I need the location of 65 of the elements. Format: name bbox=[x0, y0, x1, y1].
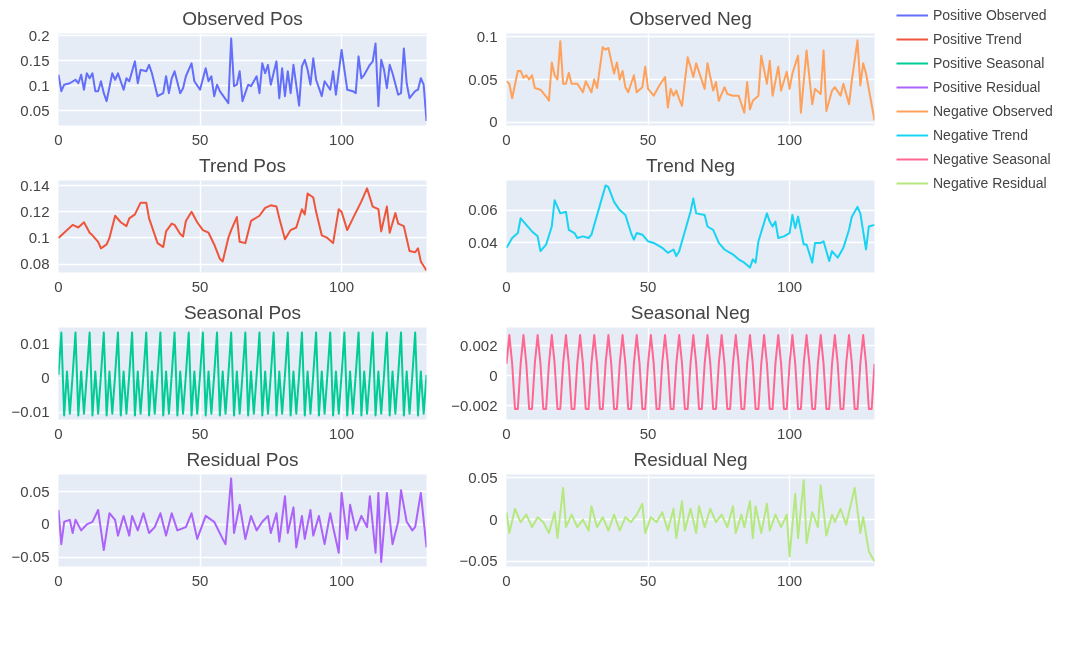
legend-label: Negative Observed bbox=[933, 102, 1053, 121]
x-tick-label: 100 bbox=[329, 130, 355, 148]
x-tick-label: 100 bbox=[329, 277, 355, 295]
y-tick-label: 0.01 bbox=[20, 335, 50, 353]
y-tick-label: 0 bbox=[489, 510, 498, 528]
x-tick-label: 100 bbox=[329, 424, 355, 442]
x-tick-label: 0 bbox=[54, 130, 63, 148]
y-tick-label: 0 bbox=[489, 113, 498, 131]
y-tick-label: 0.08 bbox=[20, 255, 50, 273]
y-tick-label: −0.002 bbox=[451, 396, 498, 414]
y-tick-label: −0.01 bbox=[11, 403, 50, 421]
y-tick-label: 0.06 bbox=[468, 201, 498, 219]
x-tick-label: 0 bbox=[502, 571, 511, 589]
x-tick-label: 50 bbox=[639, 130, 657, 148]
y-tick-label: 0.002 bbox=[459, 336, 498, 354]
x-tick-label: 50 bbox=[639, 277, 657, 295]
x-tick-label: 0 bbox=[502, 277, 511, 295]
legend-label: Positive Seasonal bbox=[933, 54, 1045, 73]
y-tick-label: −0.05 bbox=[459, 552, 498, 570]
legend-label: Positive Trend bbox=[933, 30, 1022, 49]
x-tick-label: 100 bbox=[777, 571, 803, 589]
x-tick-label: 50 bbox=[191, 130, 209, 148]
legend-label: Negative Residual bbox=[933, 174, 1047, 193]
x-tick-label: 0 bbox=[54, 571, 63, 589]
y-tick-label: 0 bbox=[41, 369, 50, 387]
y-tick-label: 0.05 bbox=[468, 70, 498, 88]
y-tick-label: 0.1 bbox=[28, 228, 50, 246]
x-tick-label: 0 bbox=[502, 130, 511, 148]
y-tick-label: 0.1 bbox=[476, 27, 498, 45]
y-tick-label: 0 bbox=[41, 515, 50, 533]
legend-label: Negative Seasonal bbox=[933, 150, 1051, 169]
x-tick-label: 50 bbox=[191, 277, 209, 295]
y-tick-label: 0 bbox=[489, 366, 498, 384]
x-tick-label: 0 bbox=[502, 424, 511, 442]
y-tick-label: 0.1 bbox=[28, 76, 50, 94]
y-tick-label: 0.04 bbox=[468, 233, 498, 251]
chart-title: Trend Neg bbox=[645, 154, 736, 176]
chart-title: Observed Pos bbox=[182, 7, 303, 29]
x-tick-label: 50 bbox=[191, 571, 209, 589]
y-tick-label: 0.15 bbox=[20, 51, 50, 69]
x-tick-label: 50 bbox=[191, 424, 209, 442]
x-tick-label: 100 bbox=[777, 424, 803, 442]
y-tick-label: −0.05 bbox=[11, 548, 50, 566]
chart-title: Seasonal Neg bbox=[630, 301, 751, 323]
y-tick-label: 0.14 bbox=[20, 176, 50, 194]
y-tick-label: 0.12 bbox=[20, 202, 50, 220]
x-tick-label: 50 bbox=[639, 424, 657, 442]
x-tick-label: 50 bbox=[639, 571, 657, 589]
chart-title: Residual Neg bbox=[633, 448, 748, 470]
chart-title: Seasonal Pos bbox=[183, 301, 302, 323]
x-tick-label: 100 bbox=[329, 571, 355, 589]
legend-label: Positive Observed bbox=[933, 6, 1047, 25]
y-tick-label: 0.05 bbox=[20, 482, 50, 500]
x-tick-label: 100 bbox=[777, 277, 803, 295]
legend-label: Positive Residual bbox=[933, 78, 1041, 97]
chart-title: Observed Neg bbox=[629, 7, 752, 29]
x-tick-label: 0 bbox=[54, 424, 63, 442]
y-tick-label: 0.05 bbox=[468, 468, 498, 486]
chart-title: Residual Pos bbox=[186, 448, 299, 470]
chart-title: Trend Pos bbox=[199, 154, 286, 176]
legend-label: Negative Trend bbox=[933, 126, 1028, 145]
x-tick-label: 100 bbox=[777, 130, 803, 148]
y-tick-label: 0.05 bbox=[20, 101, 50, 119]
y-tick-label: 0.2 bbox=[28, 26, 50, 44]
x-tick-label: 0 bbox=[54, 277, 63, 295]
